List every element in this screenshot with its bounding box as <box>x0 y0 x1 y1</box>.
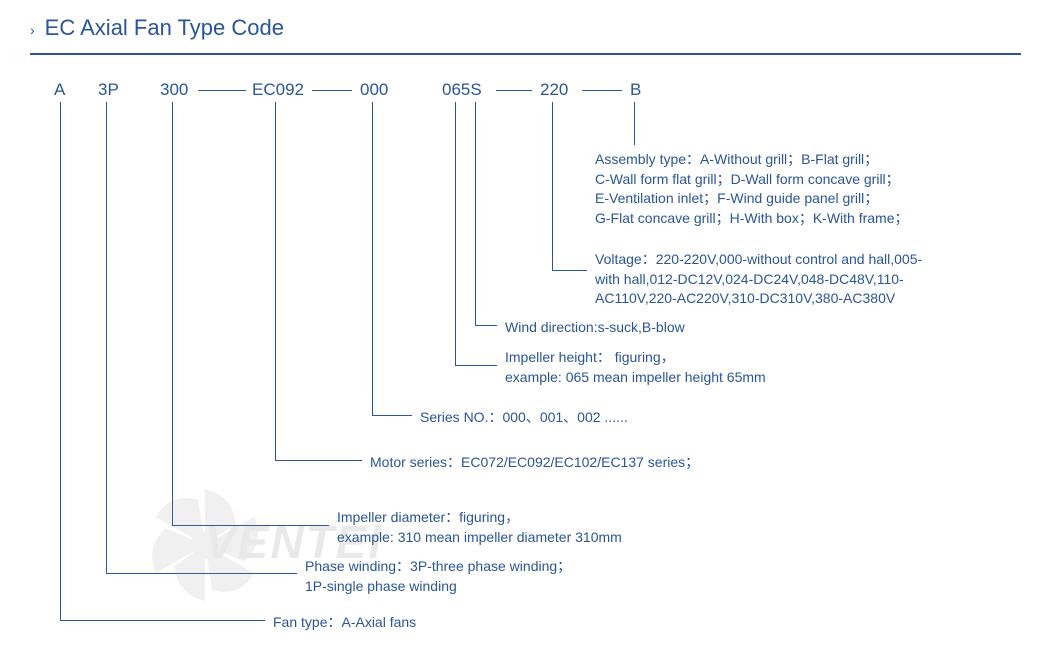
connector-v-assembly <box>634 102 635 145</box>
desc-impeller_diameter: Impeller diameter：figuring， example: 310… <box>337 508 622 547</box>
code-segment-3: EC092 <box>252 80 304 100</box>
fan-icon <box>135 475 275 615</box>
code-segment-5: 065S <box>442 80 482 100</box>
code-segment-0: A <box>54 80 65 100</box>
type-code-diagram: A 3P 300 EC092 000 065S 220 B Assembly type：A-W… <box>30 80 1021 640</box>
desc-fan_type: Fan type：A-Axial fans <box>273 613 416 633</box>
code-dash-0 <box>198 90 246 91</box>
code-segment-1: 3P <box>98 80 119 100</box>
connector-h-series_no <box>372 415 412 416</box>
connector-h-voltage <box>552 270 587 271</box>
page-header: › EC Axial Fan Type Code <box>30 15 1021 55</box>
connector-v-impeller_diameter <box>172 102 173 525</box>
connector-v-wind <box>475 102 476 325</box>
connector-h-wind <box>475 325 497 326</box>
desc-motor_series: Motor series：EC072/EC092/EC102/EC137 ser… <box>370 453 699 473</box>
desc-assembly: Assembly type：A-Without grill；B-Flat gri… <box>595 150 909 228</box>
connector-v-series_no <box>372 102 373 415</box>
desc-voltage: Voltage：220-220V,000-without control and… <box>595 250 922 309</box>
connector-v-motor_series <box>275 102 276 460</box>
chevron-right-icon: › <box>30 22 35 38</box>
desc-impeller_height: Impeller height： figuring， example: 065 … <box>505 348 766 387</box>
connector-h-impeller_height <box>455 365 497 366</box>
connector-v-fan_type <box>60 102 61 620</box>
code-dash-3 <box>582 90 622 91</box>
desc-phase_winding: Phase winding：3P-three phase winding； 1P… <box>305 557 571 596</box>
connector-h-motor_series <box>275 460 362 461</box>
desc-series_no: Series NO.：000、001、002 ...... <box>420 408 628 428</box>
code-segment-4: 000 <box>360 80 388 100</box>
connector-v-impeller_height <box>455 102 456 365</box>
connector-h-phase_winding <box>106 573 297 574</box>
code-segment-6: 220 <box>540 80 568 100</box>
code-segment-7: B <box>630 80 641 100</box>
connector-v-phase_winding <box>106 102 107 573</box>
code-dash-1 <box>312 90 352 91</box>
connector-h-fan_type <box>60 620 265 621</box>
code-row: A 3P 300 EC092 000 065S 220 B <box>30 80 1021 110</box>
code-segment-2: 300 <box>160 80 188 100</box>
connector-h-impeller_diameter <box>172 525 329 526</box>
connector-v-voltage <box>552 102 553 270</box>
desc-wind: Wind direction:s-suck,B-blow <box>505 318 685 338</box>
code-dash-2 <box>496 90 532 91</box>
page-title: EC Axial Fan Type Code <box>45 15 284 41</box>
